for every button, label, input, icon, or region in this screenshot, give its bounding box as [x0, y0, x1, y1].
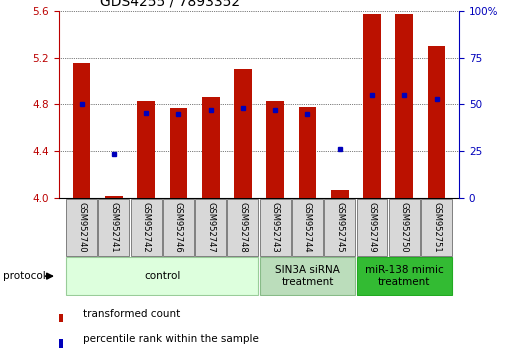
- Bar: [137, 101, 155, 198]
- Text: GSM952748: GSM952748: [239, 202, 247, 253]
- Text: miR-138 mimic
treatment: miR-138 mimic treatment: [365, 265, 444, 287]
- Bar: [363, 14, 381, 198]
- Bar: [234, 69, 252, 198]
- Bar: [66, 257, 259, 295]
- Bar: [202, 97, 220, 198]
- Text: GSM952740: GSM952740: [77, 202, 86, 253]
- Bar: [428, 46, 445, 198]
- Bar: [73, 63, 90, 198]
- Bar: [131, 199, 162, 256]
- Bar: [396, 14, 413, 198]
- Text: GSM952745: GSM952745: [335, 202, 344, 253]
- Text: GSM952751: GSM952751: [432, 202, 441, 253]
- Bar: [227, 199, 259, 256]
- Bar: [59, 314, 64, 322]
- Text: transformed count: transformed count: [83, 308, 180, 319]
- Bar: [357, 257, 452, 295]
- Bar: [292, 199, 323, 256]
- Text: GSM952747: GSM952747: [206, 202, 215, 253]
- Text: GSM952743: GSM952743: [271, 202, 280, 253]
- Bar: [331, 190, 349, 198]
- Text: GSM952744: GSM952744: [303, 202, 312, 253]
- Bar: [266, 101, 284, 198]
- Bar: [66, 199, 97, 256]
- Bar: [421, 199, 452, 256]
- Bar: [59, 339, 64, 348]
- Text: GSM952741: GSM952741: [109, 202, 119, 253]
- Text: percentile rank within the sample: percentile rank within the sample: [83, 334, 259, 344]
- Text: GSM952749: GSM952749: [367, 202, 377, 253]
- Text: GDS4255 / 7893352: GDS4255 / 7893352: [100, 0, 240, 9]
- Bar: [260, 199, 291, 256]
- Bar: [169, 108, 187, 198]
- Text: control: control: [144, 271, 181, 281]
- Bar: [163, 199, 194, 256]
- Bar: [299, 107, 317, 198]
- Text: protocol: protocol: [3, 271, 45, 281]
- Text: GSM952750: GSM952750: [400, 202, 409, 253]
- Text: SIN3A siRNA
treatment: SIN3A siRNA treatment: [275, 265, 340, 287]
- Bar: [260, 257, 355, 295]
- Bar: [357, 199, 387, 256]
- Bar: [98, 199, 129, 256]
- Text: GSM952746: GSM952746: [174, 202, 183, 253]
- Bar: [105, 196, 123, 198]
- Text: GSM952742: GSM952742: [142, 202, 151, 253]
- Bar: [389, 199, 420, 256]
- Bar: [195, 199, 226, 256]
- Bar: [324, 199, 355, 256]
